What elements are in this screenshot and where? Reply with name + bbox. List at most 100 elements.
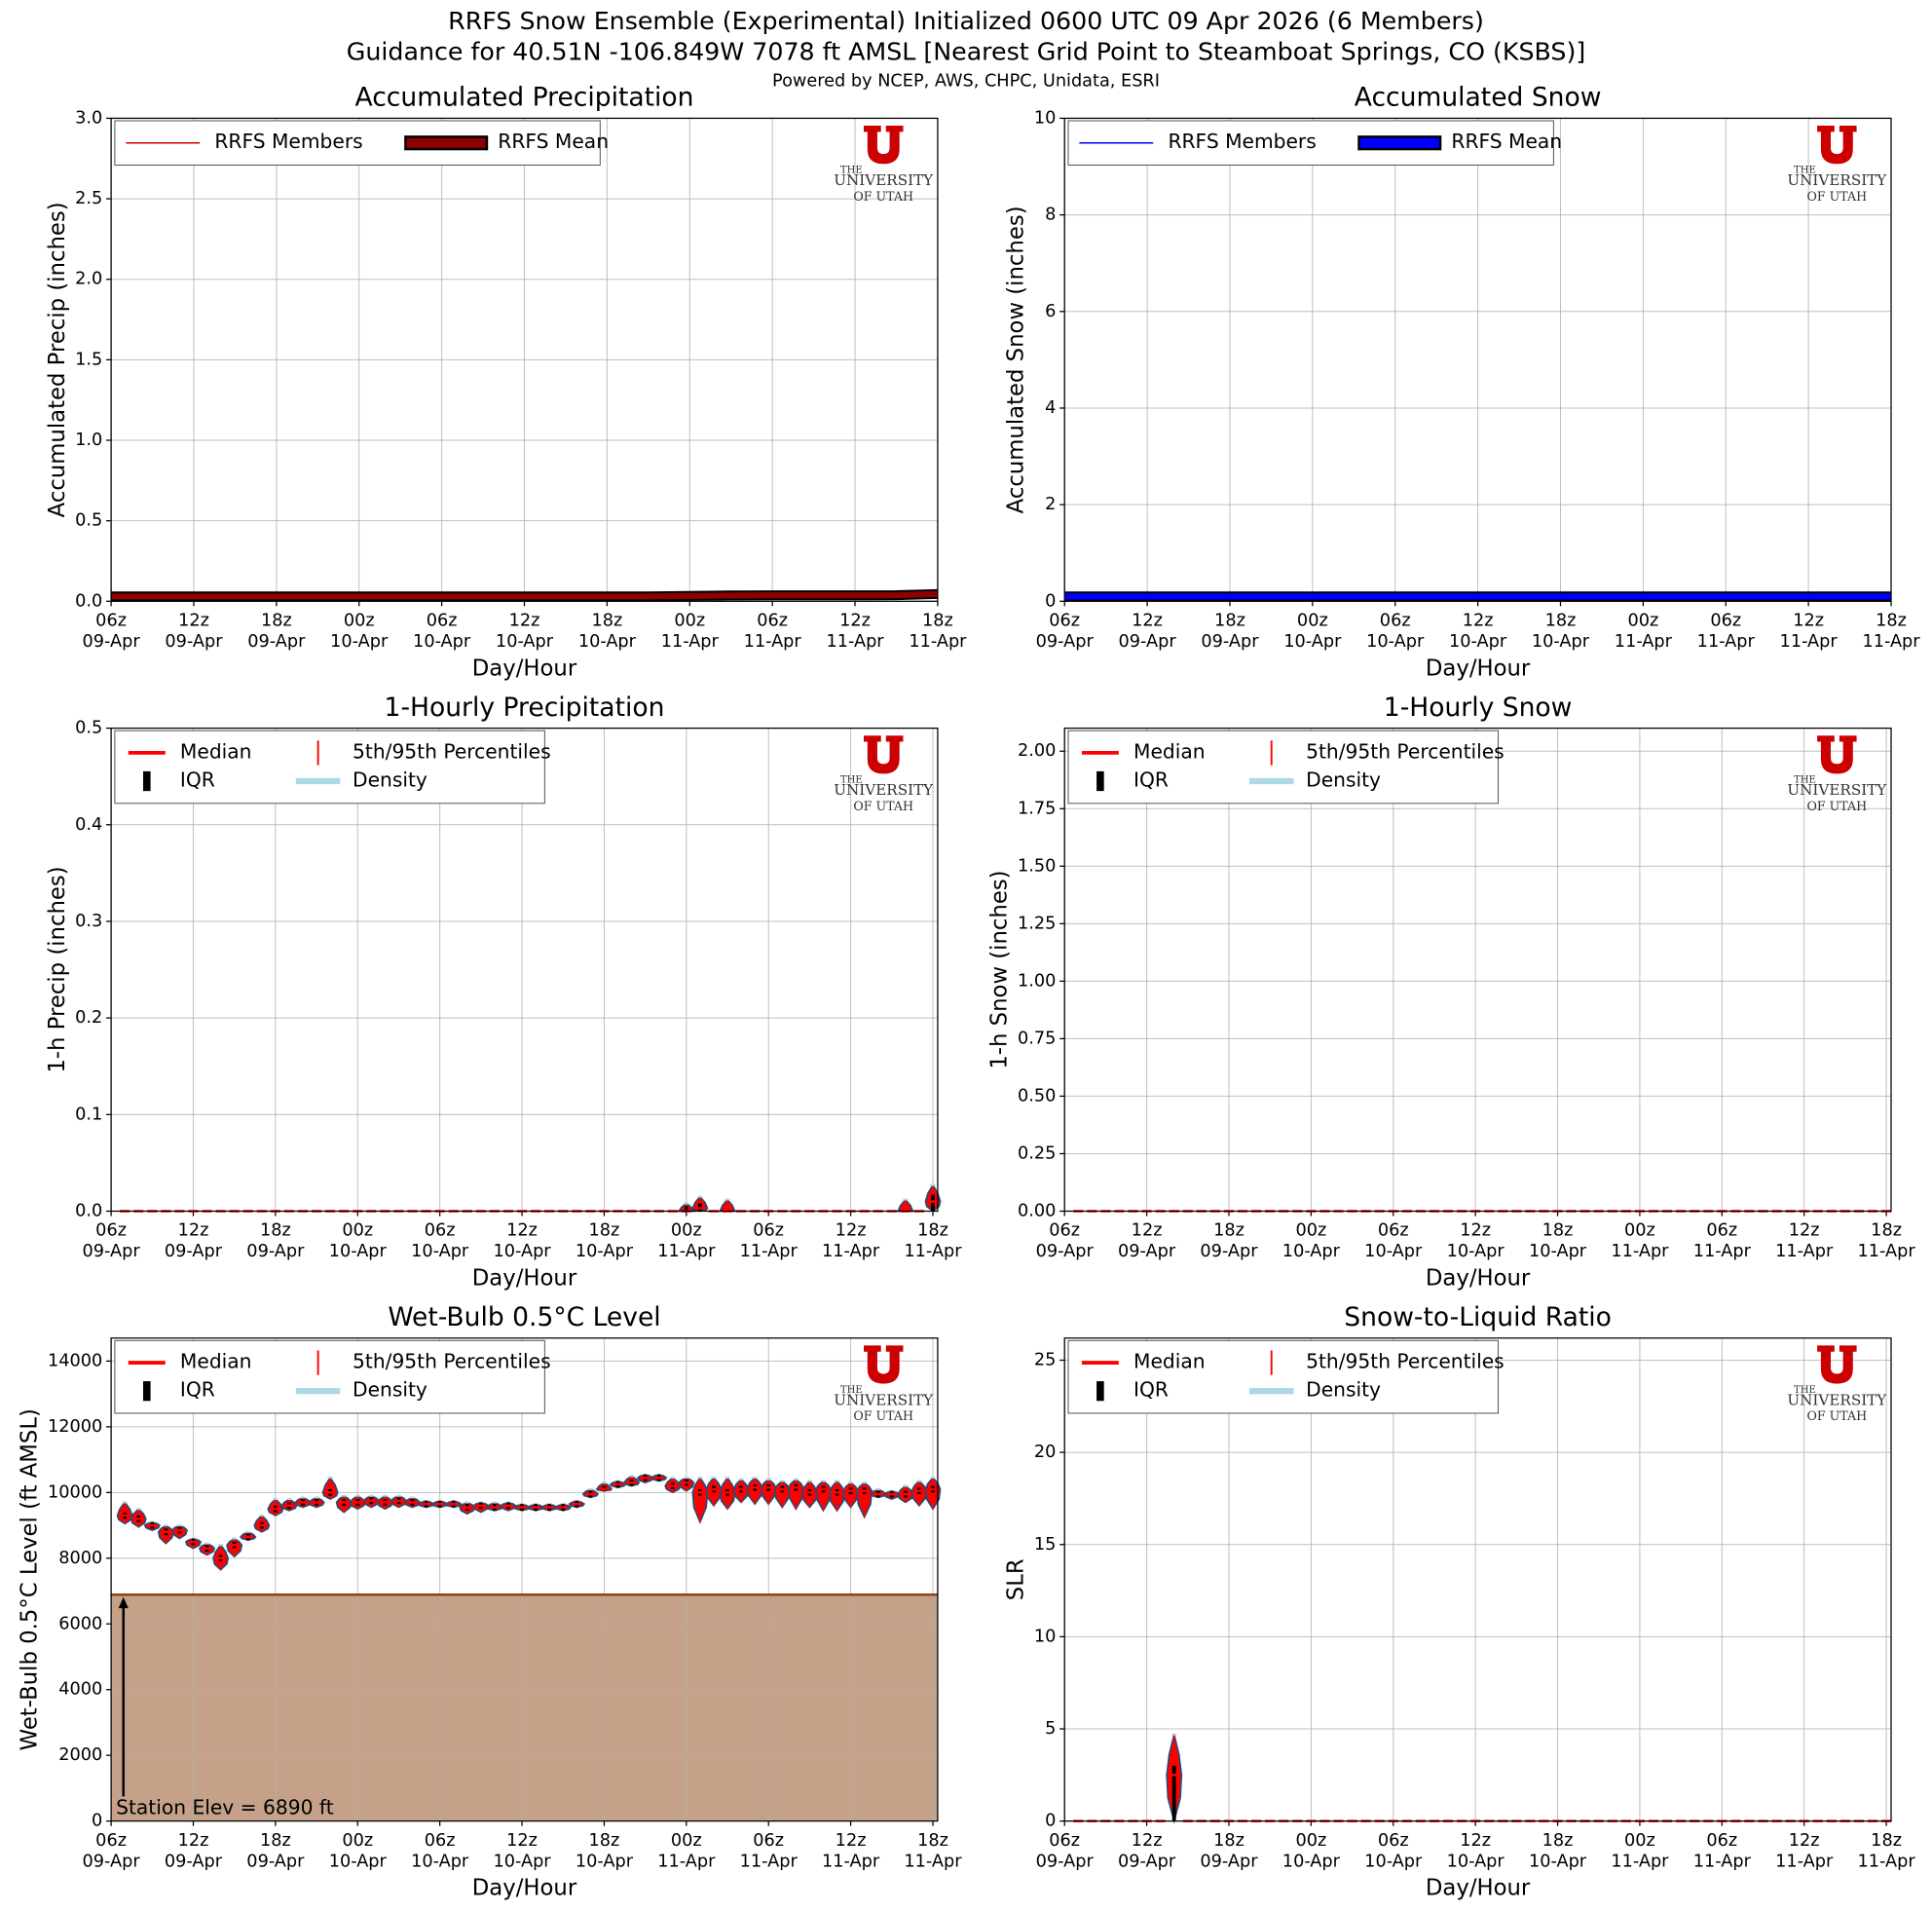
x-tick-label: 12z 11-Apr [1780, 612, 1839, 653]
legend: Median 5th/95th Percentiles IQR Density [114, 730, 551, 805]
y-axis-label: Wet-Bulb 0.5°C Level (ft AMSL) [18, 1408, 43, 1750]
x-tick-label: 18z 09-Apr [1200, 1831, 1258, 1872]
logo-text: UNIVERSITY [1787, 781, 1887, 799]
x-tick-label: 18z 11-Apr [904, 1831, 962, 1872]
iqr-box [684, 1206, 688, 1212]
legend-swatch [1096, 770, 1104, 792]
x-axis-label: Day/Hour [1426, 1876, 1531, 1901]
panel: 06z 09-Apr 12z 09-Apr 18z 09-Apr 00z 10-Apr 06z 1… [45, 693, 962, 1292]
y-tick-label: 0.4 [75, 815, 102, 835]
y-tick-label: 10 [1034, 108, 1057, 128]
y-tick-label: 0.25 [1018, 1143, 1056, 1163]
x-tick-label: 18z 11-Apr [904, 1221, 962, 1262]
plot-area [1064, 1337, 1892, 1821]
x-tick-label: 18z 09-Apr [246, 1221, 305, 1262]
annotation-arrowhead [118, 1596, 129, 1609]
x-tick-label: 06z 10-Apr [1364, 1221, 1423, 1262]
logo-u [1817, 735, 1857, 774]
legend-label: Median [1133, 739, 1206, 763]
x-tick-label: 12z 09-Apr [1119, 612, 1177, 653]
x-tick-label: 12z 09-Apr [165, 612, 223, 653]
y-tick-label: 12000 [48, 1417, 102, 1437]
legend-box [1067, 730, 1499, 805]
y-tick-label: 1.50 [1018, 856, 1056, 876]
x-tick-label: 00z 11-Apr [1611, 1831, 1669, 1872]
panel: 06z 09-Apr 12z 09-Apr 18z 09-Apr 00z 10-Apr 06z 1… [1004, 1302, 1916, 1901]
y-tick-label: 0.75 [1018, 1029, 1056, 1048]
terrain-fill [111, 1594, 938, 1821]
legend-label: RRFS Mean [1451, 130, 1562, 153]
figure-title: RRFS Snow Ensemble (Experimental) Initia… [448, 7, 1484, 35]
x-tick-label: 18z 10-Apr [1529, 1831, 1587, 1872]
x-tick-label: 00z 10-Apr [1282, 1831, 1341, 1872]
plot-area [111, 728, 938, 1212]
y-tick-label: 1.0 [75, 431, 102, 450]
x-tick-label: 18z 09-Apr [246, 1831, 305, 1872]
logo-text: THE [1794, 1385, 1816, 1396]
x-tick-label: 06z 11-Apr [1693, 1221, 1752, 1262]
x-tick-label: 00z 11-Apr [661, 612, 720, 653]
plot-frame [110, 1337, 939, 1822]
logo-text: UNIVERSITY [1787, 1391, 1887, 1408]
x-tick-label: 12z 10-Apr [1449, 612, 1507, 653]
y-tick-label: 3.0 [75, 108, 102, 128]
x-axis-label: Day/Hour [472, 1876, 577, 1901]
panel-title: Accumulated Snow [1355, 83, 1602, 113]
y-tick-label: 0.00 [1018, 1201, 1056, 1220]
y-tick-label: 0.0 [75, 1201, 102, 1220]
legend-swatch [142, 1381, 151, 1402]
legend-swatch [142, 770, 151, 792]
legend-label: IQR [180, 1378, 215, 1402]
x-tick-label: 12z 09-Apr [165, 1221, 223, 1262]
x-tick-label: 12z 10-Apr [493, 1831, 551, 1872]
logo-text: OF UTAH [853, 189, 913, 204]
y-tick-label: 0.5 [75, 511, 102, 531]
panel-title: Accumulated Precipitation [355, 83, 694, 113]
y-tick-label: 0.3 [75, 912, 102, 931]
panel-title: 1-Hourly Precipitation [385, 693, 665, 723]
panel-title: Snow-to-Liquid Ratio [1344, 1302, 1612, 1332]
x-tick-label: 06z 10-Apr [411, 1831, 469, 1872]
plot-frame [1063, 117, 1892, 602]
x-tick-label: 00z 11-Apr [657, 1831, 716, 1872]
legend: Median 5th/95th Percentiles IQR Density [1067, 1339, 1505, 1414]
x-tick-label: 18z 11-Apr [1862, 612, 1920, 653]
x-tick-label: 12z 10-Apr [493, 1221, 551, 1262]
x-tick-label: 06z 09-Apr [1036, 1221, 1095, 1262]
x-tick-label: 18z 09-Apr [1200, 1221, 1258, 1262]
legend: Median 5th/95th Percentiles IQR Density [1067, 730, 1505, 805]
logo-text: THE [1794, 166, 1816, 176]
logo-text: OF UTAH [1807, 189, 1868, 204]
x-tick-label: 18z 11-Apr [1858, 1221, 1916, 1262]
logo-text: OF UTAH [1807, 799, 1868, 813]
y-axis-label: Accumulated Precip (inches) [45, 202, 70, 517]
y-tick-label: 0.50 [1018, 1086, 1056, 1105]
x-tick-label: 18z 11-Apr [909, 612, 967, 653]
panel: 06z 09-Apr 12z 09-Apr 18z 09-Apr 00z 10-Apr 06z 1… [18, 1302, 963, 1901]
x-axis-label: Day/Hour [472, 1266, 577, 1292]
y-axis-label: Accumulated Snow (inches) [1004, 206, 1029, 513]
y-tick-label: 25 [1034, 1350, 1057, 1369]
y-tick-label: 4 [1045, 398, 1056, 418]
x-axis-label: Day/Hour [1426, 656, 1531, 681]
x-tick-label: 06z 11-Apr [1697, 612, 1756, 653]
x-tick-label: 00z 10-Apr [1283, 612, 1342, 653]
legend-label: 5th/95th Percentiles [1306, 739, 1505, 763]
x-tick-label: 12z 09-Apr [1118, 1221, 1176, 1262]
legend-label: IQR [1133, 1378, 1169, 1402]
y-tick-label: 0.1 [75, 1105, 102, 1124]
panel: 06z 09-Apr 12z 09-Apr 18z 09-Apr 00z 10-Apr 06z 1… [987, 693, 1916, 1292]
panel-title: Wet-Bulb 0.5°C Level [388, 1302, 660, 1332]
y-tick-label: 6000 [58, 1614, 102, 1633]
y-axis-label: SLR [1004, 1558, 1029, 1600]
x-tick-label: 06z 11-Apr [740, 1831, 799, 1872]
x-tick-label: 00z 10-Apr [1282, 1221, 1341, 1262]
panel: 06z 09-Apr 12z 09-Apr 18z 09-Apr 00z 10-Apr 06z 1… [45, 83, 967, 682]
y-tick-label: 0.5 [75, 719, 102, 738]
y-axis-label: 1-h Snow (inches) [987, 870, 1013, 1068]
y-tick-label: 10000 [48, 1482, 102, 1502]
plot-frame [110, 727, 939, 1213]
logo-text: UNIVERSITY [834, 171, 934, 189]
